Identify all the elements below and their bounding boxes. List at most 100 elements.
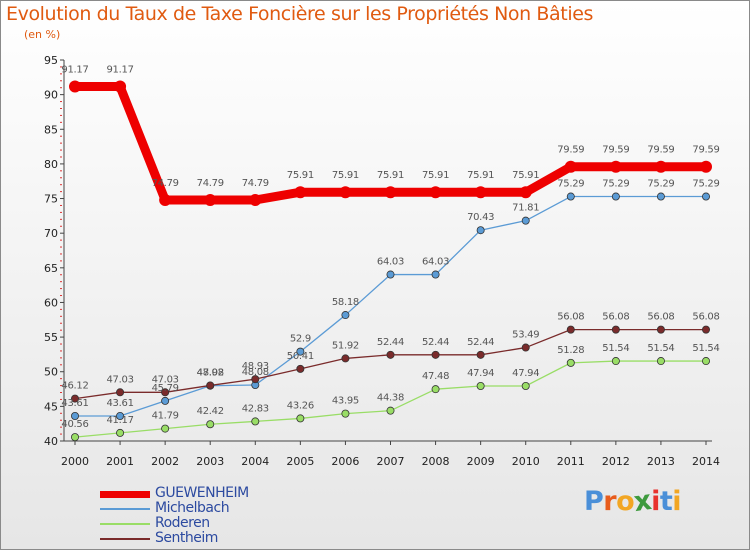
- data-label: 43.61: [61, 398, 88, 409]
- legend-label: GUEWENHEIM: [155, 485, 249, 501]
- data-point: [296, 364, 305, 373]
- data-label: 91.17: [107, 65, 134, 76]
- y-tick-label: 55: [44, 331, 58, 344]
- y-tick-label: 45: [44, 400, 58, 413]
- data-label: 51.54: [692, 343, 719, 354]
- data-label: 51.54: [602, 343, 629, 354]
- y-tick-label: 85: [44, 123, 58, 136]
- data-point: [431, 270, 440, 279]
- y-minor-tick: [60, 295, 62, 297]
- y-minor-tick: [60, 288, 62, 290]
- data-label: 64.03: [377, 257, 404, 268]
- data-point: [341, 354, 350, 363]
- data-label: 48.08: [242, 367, 269, 378]
- chart-data-labels: 91.17 91.17 74.79 74.79 74.79 75.91 75.91 75.91…: [61, 65, 719, 431]
- legend-swatch: [100, 523, 150, 525]
- data-point: [566, 192, 575, 201]
- data-label: 75.91: [512, 170, 539, 181]
- y-minor-tick: [60, 322, 62, 324]
- y-tick-label: 80: [44, 158, 58, 171]
- y-minor-tick: [60, 191, 62, 193]
- y-minor-tick: [60, 329, 62, 331]
- data-label: 48.02: [197, 367, 224, 378]
- data-label: 91.17: [61, 65, 88, 76]
- data-point: [386, 270, 395, 279]
- x-tick-label: 2002: [151, 455, 179, 468]
- legend-label: Roderen: [155, 515, 210, 531]
- data-point: [611, 357, 620, 366]
- legend-swatch: [100, 538, 150, 540]
- y-minor-tick: [60, 343, 62, 345]
- data-point: [521, 343, 530, 352]
- data-point: [251, 375, 260, 384]
- data-point: [431, 350, 440, 359]
- x-tick-label: 2012: [602, 455, 630, 468]
- data-label: 51.92: [332, 340, 359, 351]
- y-minor-tick: [60, 433, 62, 435]
- x-tick-label: 2005: [286, 455, 314, 468]
- y-minor-tick: [60, 378, 62, 380]
- y-minor-tick: [60, 121, 62, 123]
- data-label: 70.43: [467, 212, 494, 223]
- data-label: 47.98: [197, 368, 224, 379]
- data-point: [611, 325, 620, 334]
- data-label: 75.91: [467, 170, 494, 181]
- y-minor-tick: [60, 412, 62, 414]
- data-point: [611, 192, 620, 201]
- y-minor-tick: [60, 114, 62, 116]
- y-minor-tick: [60, 66, 62, 68]
- y-minor-tick: [60, 184, 62, 186]
- data-point: [384, 186, 397, 199]
- data-point: [702, 192, 711, 201]
- data-label: 75.91: [422, 170, 449, 181]
- legend-label: Sentheim: [155, 530, 218, 546]
- data-point: [656, 357, 665, 366]
- data-label: 79.59: [557, 145, 584, 156]
- y-minor-tick: [60, 177, 62, 179]
- data-point: [339, 186, 352, 199]
- data-point: [161, 388, 170, 397]
- y-minor-tick: [60, 135, 62, 137]
- y-tick-label: 40: [44, 435, 58, 448]
- x-tick-label: 2011: [557, 455, 585, 468]
- data-point: [609, 160, 622, 173]
- data-label: 79.59: [692, 145, 719, 156]
- y-minor-tick: [60, 426, 62, 428]
- data-point: [159, 194, 172, 207]
- legend-swatch: [100, 490, 150, 498]
- data-label: 51.28: [557, 345, 584, 356]
- y-tick-label: 90: [44, 89, 58, 102]
- data-point: [386, 350, 395, 359]
- data-point: [474, 186, 487, 199]
- data-label: 52.44: [467, 337, 494, 348]
- y-minor-tick: [60, 73, 62, 75]
- data-point: [656, 325, 665, 334]
- data-label: 75.29: [602, 179, 629, 190]
- data-point: [296, 347, 305, 356]
- proxiti-logo: Proxiti: [584, 484, 682, 519]
- y-minor-tick: [60, 350, 62, 352]
- y-minor-tick: [60, 87, 62, 89]
- y-minor-tick: [60, 308, 62, 310]
- y-tick-label: 50: [44, 366, 58, 379]
- data-label: 50.41: [287, 351, 314, 362]
- y-minor-tick: [60, 211, 62, 213]
- data-label: 52.44: [422, 337, 449, 348]
- y-minor-tick: [60, 225, 62, 227]
- data-label: 42.83: [242, 403, 269, 414]
- y-minor-tick: [60, 398, 62, 400]
- y-minor-tick: [60, 357, 62, 359]
- data-label: 56.08: [602, 312, 629, 323]
- data-point: [654, 160, 667, 173]
- chart-subtitle: (en %): [24, 28, 61, 41]
- data-point: [521, 381, 530, 390]
- data-point: [116, 388, 125, 397]
- data-point: [476, 350, 485, 359]
- x-tick-label: 2009: [467, 455, 495, 468]
- x-tick-label: 2014: [692, 455, 720, 468]
- data-point: [566, 358, 575, 367]
- data-point: [476, 381, 485, 390]
- data-label: 43.26: [287, 400, 314, 411]
- data-label: 42.42: [197, 406, 224, 417]
- data-point: [564, 160, 577, 173]
